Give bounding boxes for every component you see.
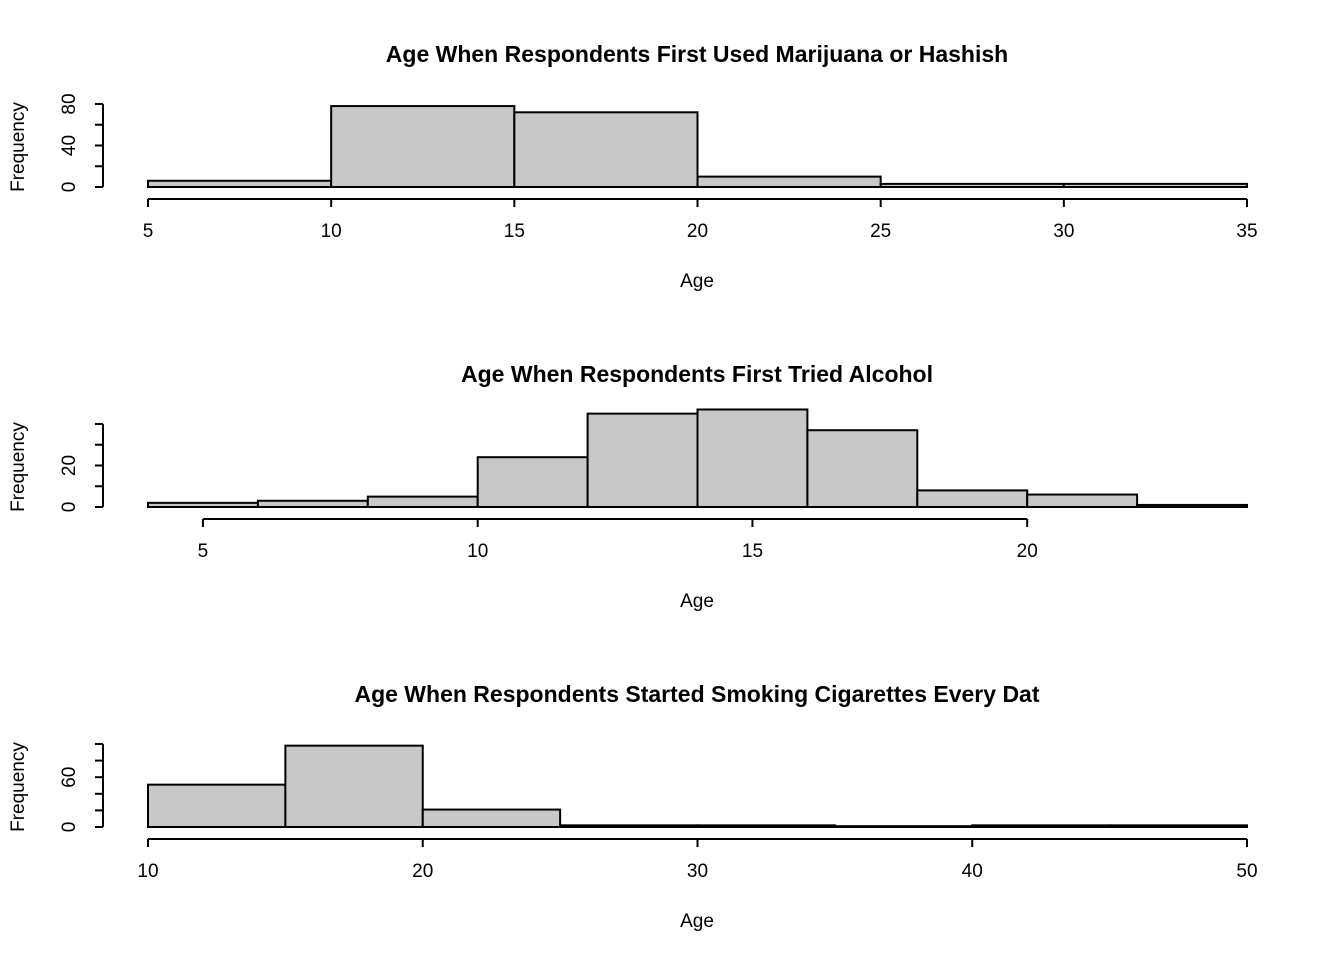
histogram-bar bbox=[256, 499, 369, 508]
histogram-bar bbox=[833, 825, 974, 828]
x-tick-label: 10 bbox=[137, 861, 158, 882]
histogram-bar bbox=[806, 429, 919, 509]
y-axis: 0 60 bbox=[59, 743, 104, 833]
x-tick-label: 20 bbox=[412, 861, 433, 882]
histogram-bar bbox=[696, 175, 882, 188]
histogram-bar bbox=[1026, 493, 1139, 508]
histogram-bar bbox=[1136, 503, 1248, 508]
x-tick-label: 15 bbox=[504, 221, 525, 242]
y-tick-label: 20 bbox=[59, 455, 80, 476]
x-tick-label: 30 bbox=[1053, 221, 1074, 242]
x-tick-label: 5 bbox=[198, 541, 209, 562]
histogram-bar bbox=[147, 179, 333, 188]
y-tick-label: 80 bbox=[59, 93, 80, 114]
bars-group bbox=[147, 744, 1248, 829]
histogram-bar bbox=[696, 408, 809, 509]
x-axis: 5 10 15 20 bbox=[198, 518, 1038, 562]
x-tick-label: 50 bbox=[1236, 861, 1257, 882]
histogram-bar bbox=[421, 808, 562, 829]
bars-group bbox=[147, 105, 1249, 188]
histogram-bar bbox=[879, 182, 1065, 188]
x-tick-label: 20 bbox=[1017, 541, 1038, 562]
x-axis-label: Age bbox=[680, 591, 714, 612]
histogram-bar bbox=[147, 501, 259, 509]
x-axis-label: Age bbox=[680, 271, 714, 292]
histogram-bar bbox=[916, 489, 1029, 508]
histogram-bar bbox=[366, 495, 479, 508]
chart-title: Age When Respondents First Used Marijuan… bbox=[386, 41, 1008, 67]
histogram-bar bbox=[1108, 824, 1248, 829]
x-tick-label: 30 bbox=[687, 861, 708, 882]
x-axis-label: Age bbox=[680, 911, 714, 932]
histogram-bar bbox=[696, 824, 836, 829]
x-axis: 10 20 30 40 50 bbox=[137, 838, 1258, 882]
x-tick-label: 20 bbox=[687, 221, 708, 242]
y-tick-label: 0 bbox=[59, 182, 80, 193]
histogram-bar bbox=[147, 783, 287, 828]
y-axis: 0 40 80 bbox=[59, 93, 104, 193]
histogram-bar bbox=[559, 824, 699, 829]
x-tick-label: 10 bbox=[467, 541, 488, 562]
x-tick-label: 5 bbox=[143, 221, 154, 242]
histogram-panel-cigarettes: Age When Respondents Started Smoking Cig… bbox=[8, 681, 1258, 932]
y-axis-label: Frequency bbox=[8, 102, 29, 192]
y-tick-label: 40 bbox=[59, 135, 80, 156]
histogram-bar bbox=[284, 744, 424, 828]
x-tick-label: 40 bbox=[962, 861, 983, 882]
y-axis-label: Frequency bbox=[8, 742, 29, 832]
x-axis: 5 10 15 20 25 30 35 bbox=[143, 198, 1258, 242]
y-tick-label: 0 bbox=[59, 822, 80, 833]
histogram-bar bbox=[1062, 182, 1249, 188]
y-axis: 0 20 bbox=[59, 423, 104, 513]
histogram-bar bbox=[513, 111, 699, 188]
x-tick-label: 15 bbox=[742, 541, 763, 562]
x-tick-label: 25 bbox=[870, 221, 891, 242]
x-tick-label: 35 bbox=[1236, 221, 1257, 242]
y-tick-label: 0 bbox=[59, 502, 80, 513]
y-tick-label: 60 bbox=[59, 767, 80, 788]
chart-title: Age When Respondents First Tried Alcohol bbox=[461, 361, 933, 387]
bars-group bbox=[147, 408, 1248, 509]
chart-title: Age When Respondents Started Smoking Cig… bbox=[354, 681, 1039, 707]
histogram-bar bbox=[476, 456, 589, 509]
histogram-bar bbox=[971, 824, 1111, 829]
histogram-panel-alcohol: Age When Respondents First Tried Alcohol… bbox=[8, 361, 1248, 612]
x-tick-label: 10 bbox=[321, 221, 342, 242]
histogram-panel-marijuana: Age When Respondents First Used Marijuan… bbox=[8, 41, 1258, 292]
histogram-bar bbox=[330, 105, 516, 188]
y-axis-label: Frequency bbox=[8, 422, 29, 512]
histogram-bar bbox=[586, 412, 699, 508]
